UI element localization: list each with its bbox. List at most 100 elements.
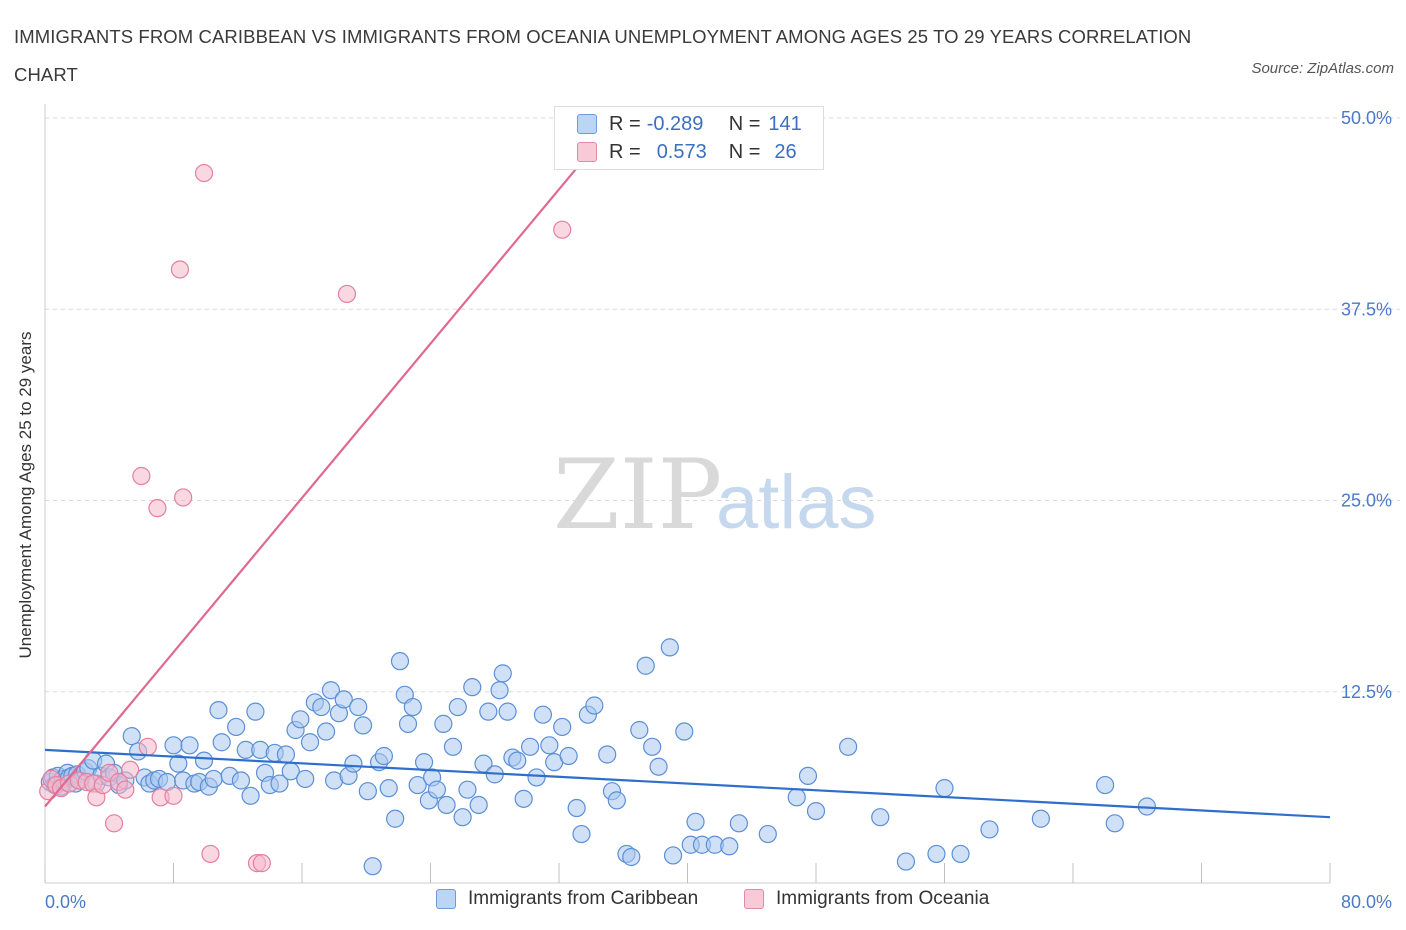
caribbean-point	[204, 769, 223, 789]
stats-legend: R = -0.289 N = 141 R = 0.573 N = 26	[554, 106, 824, 170]
caribbean-point	[520, 737, 540, 756]
caribbean-point	[209, 701, 228, 720]
trend-lines	[44, 117, 1331, 819]
caribbean-point	[403, 697, 422, 717]
caribbean-point	[1105, 814, 1124, 833]
caribbean-point	[607, 791, 626, 810]
n-label: N =	[728, 112, 761, 135]
caribbean-point	[227, 717, 246, 737]
caribbean-point	[508, 751, 527, 770]
caribbean-point	[291, 710, 310, 729]
caribbean-point	[408, 775, 427, 795]
caribbean-point	[344, 754, 363, 773]
caribbean-point	[980, 820, 999, 839]
caribbean-point	[443, 737, 463, 756]
n-label: N =	[728, 140, 761, 163]
caribbean-point	[270, 774, 289, 793]
series-legend: Immigrants from Caribbean Immigrants fro…	[0, 888, 1406, 916]
caribbean-point	[386, 809, 405, 828]
caribbean-trend-line	[44, 748, 1331, 819]
oceania-point	[252, 854, 271, 873]
caribbean-point	[553, 717, 572, 737]
caribbean-point	[559, 746, 578, 766]
y-tick-labels: 12.5% 25.0% 37.5% 50.0%	[1341, 108, 1392, 702]
caribbean-point	[379, 779, 398, 798]
oceania-point	[104, 814, 124, 833]
caribbean-point	[458, 780, 477, 799]
caribbean-point	[643, 737, 662, 756]
y-tick-label: 37.5%	[1341, 299, 1392, 319]
caribbean-point	[453, 808, 472, 827]
r-value: 0.573	[656, 140, 707, 163]
x-tick-label: 0.0%	[45, 892, 86, 912]
x-tick-label: 80.0%	[1341, 892, 1392, 912]
caribbean-point	[300, 733, 320, 752]
caribbean-point	[321, 681, 341, 700]
caribbean-point	[622, 847, 641, 867]
caribbean-point	[649, 757, 668, 776]
caribbean-point	[490, 681, 509, 700]
axes	[44, 104, 1331, 884]
caribbean-point	[164, 736, 183, 755]
y-tick-label: 25.0%	[1341, 491, 1392, 511]
oceania-point	[337, 284, 357, 304]
x-tick-labels: 0.0% 80.0%	[45, 892, 1392, 912]
caribbean-point	[660, 638, 679, 657]
legend-item-caribbean[interactable]: Immigrants from Caribbean	[436, 888, 698, 910]
caribbean-point	[927, 844, 946, 864]
caribbean-point	[951, 844, 970, 864]
caribbean-point	[675, 722, 694, 741]
oceania-point	[194, 163, 214, 183]
caribbean-point	[180, 736, 199, 755]
caribbean-swatch	[577, 114, 597, 134]
caribbean-point	[871, 808, 890, 827]
n-value: 141	[768, 112, 802, 135]
n-value: 26	[774, 140, 797, 163]
caribbean-point	[630, 720, 649, 740]
caribbean-point	[527, 768, 546, 787]
caribbean-point	[935, 779, 954, 798]
caribbean-point	[598, 745, 617, 764]
caribbean-point	[437, 795, 456, 815]
caribbean-point	[427, 780, 447, 799]
caribbean-point	[363, 857, 382, 876]
caribbean-point	[787, 788, 806, 807]
caribbean-point	[448, 697, 467, 717]
caribbean-point	[434, 714, 453, 733]
oceania-trend-line	[44, 117, 620, 808]
oceania-point	[116, 780, 135, 799]
oceania-legend-swatch	[744, 889, 764, 909]
caribbean-point	[686, 812, 705, 831]
r-value: -0.289	[646, 112, 704, 135]
caribbean-legend-swatch	[436, 889, 456, 909]
r-label: R =	[609, 140, 641, 163]
caribbean-point	[1096, 775, 1115, 795]
watermark: ZIP atlas	[553, 439, 877, 551]
caribbean-point	[758, 824, 777, 844]
caribbean-point	[246, 702, 265, 721]
legend-label-oceania: Immigrants from Oceania	[776, 888, 990, 909]
legend-item-oceania[interactable]: Immigrants from Oceania	[744, 888, 989, 910]
caribbean-point	[231, 771, 251, 790]
caribbean-point	[316, 722, 336, 741]
caribbean-point	[585, 696, 604, 715]
caribbean-point	[212, 733, 231, 752]
caribbean-point	[374, 746, 394, 766]
oceania-point	[201, 844, 220, 864]
caribbean-point	[533, 705, 553, 724]
caribbean-point	[896, 852, 916, 871]
caribbean-point	[493, 664, 512, 683]
caribbean-point	[358, 782, 377, 801]
caribbean-point	[353, 716, 373, 735]
caribbean-point	[241, 786, 260, 805]
caribbean-point	[572, 824, 591, 844]
oceania-point	[553, 220, 572, 239]
grid-lines	[45, 117, 1400, 693]
caribbean-point	[663, 846, 683, 865]
caribbean-point	[729, 814, 749, 833]
caribbean-point	[469, 795, 488, 815]
oceania-point	[164, 786, 183, 805]
caribbean-point	[636, 656, 655, 675]
oceania-point	[174, 488, 193, 507]
